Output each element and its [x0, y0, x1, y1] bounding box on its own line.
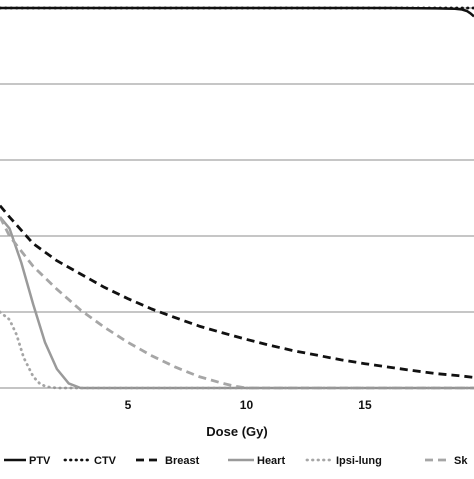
series-breast-line	[0, 204, 474, 379]
legend-label-breast: Breast	[165, 455, 200, 467]
series-lines	[0, 6, 474, 390]
x-axis-title: Dose (Gy)	[206, 424, 267, 439]
legend-label-heart: Heart	[257, 455, 285, 467]
legend-label-ipsi-lung: Ipsi-lung	[336, 455, 382, 467]
x-tick-label: 15	[358, 398, 372, 412]
legend: PTV CTV Breast Heart Ipsi-lung Sk	[4, 455, 468, 467]
series-heart-line	[0, 216, 474, 390]
series-skin-line	[0, 216, 474, 390]
x-tick-label: 10	[240, 398, 254, 412]
x-tick-label: 5	[125, 398, 132, 412]
series-ipsi-lung-line	[0, 310, 474, 390]
x-tick-labels: 5 10 15	[125, 398, 372, 412]
legend-label-ctv: CTV	[94, 455, 117, 467]
gridlines	[0, 7, 474, 313]
legend-label-ptv: PTV	[29, 455, 51, 467]
legend-label-skin: Sk	[454, 455, 468, 467]
